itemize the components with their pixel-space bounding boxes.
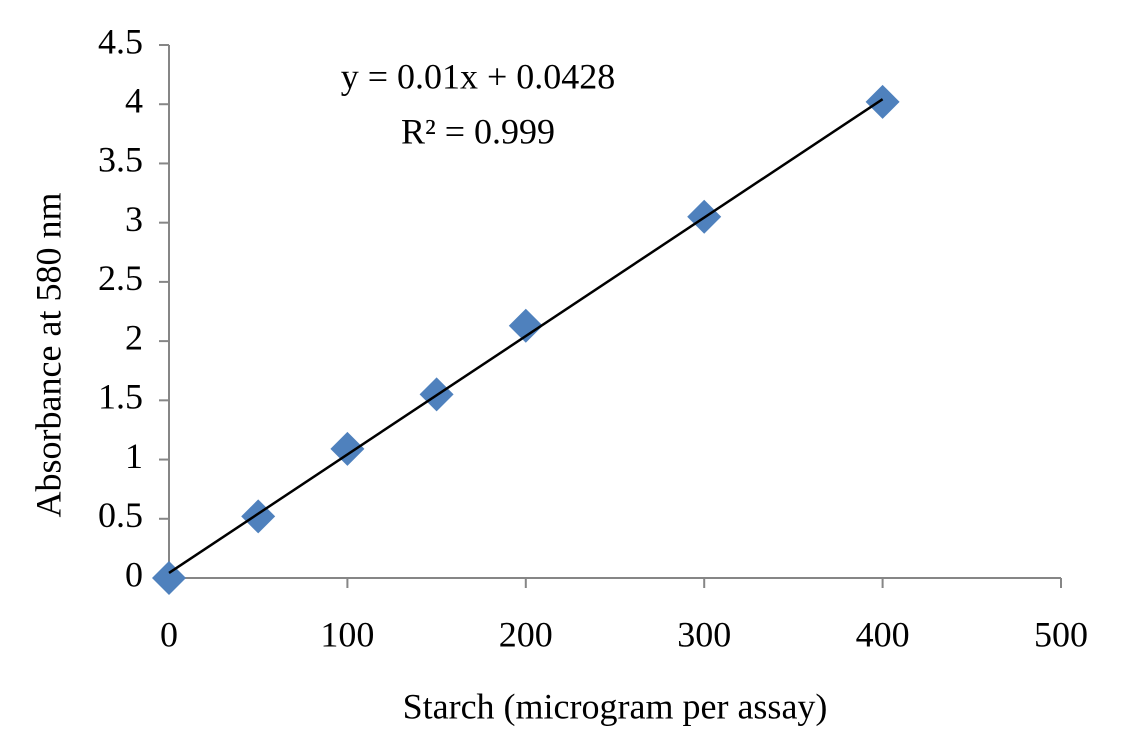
x-axis-label: Starch (microgram per assay) bbox=[403, 686, 828, 726]
y-tick-label: 4.5 bbox=[98, 21, 143, 61]
x-tick-label: 200 bbox=[499, 614, 553, 654]
y-tick-label: 0.5 bbox=[98, 495, 143, 535]
trendline bbox=[168, 98, 884, 574]
y-tick-label: 0 bbox=[125, 554, 143, 594]
y-tick-label: 1 bbox=[125, 436, 143, 476]
r-squared: R² = 0.999 bbox=[401, 111, 555, 151]
x-tick-label: 0 bbox=[160, 614, 178, 654]
y-tick-label: 2.5 bbox=[98, 258, 143, 298]
y-tick-label: 3.5 bbox=[98, 140, 143, 180]
data-point bbox=[330, 431, 365, 466]
y-tick-label: 1.5 bbox=[98, 377, 143, 417]
y-tick-label: 3 bbox=[125, 199, 143, 239]
y-axis-label: Absorbance at 580 nm bbox=[28, 193, 68, 518]
y-tick-label: 2 bbox=[125, 317, 143, 357]
data-point bbox=[152, 561, 186, 595]
trendline-equation: y = 0.01x + 0.0428 bbox=[341, 56, 616, 96]
data-point bbox=[508, 308, 543, 343]
x-tick-label: 100 bbox=[320, 614, 374, 654]
x-tick-label: 500 bbox=[1034, 614, 1088, 654]
x-tick-label: 300 bbox=[677, 614, 731, 654]
x-tick-label: 400 bbox=[856, 614, 910, 654]
data-point bbox=[865, 84, 900, 119]
y-tick-label: 4 bbox=[125, 80, 143, 120]
